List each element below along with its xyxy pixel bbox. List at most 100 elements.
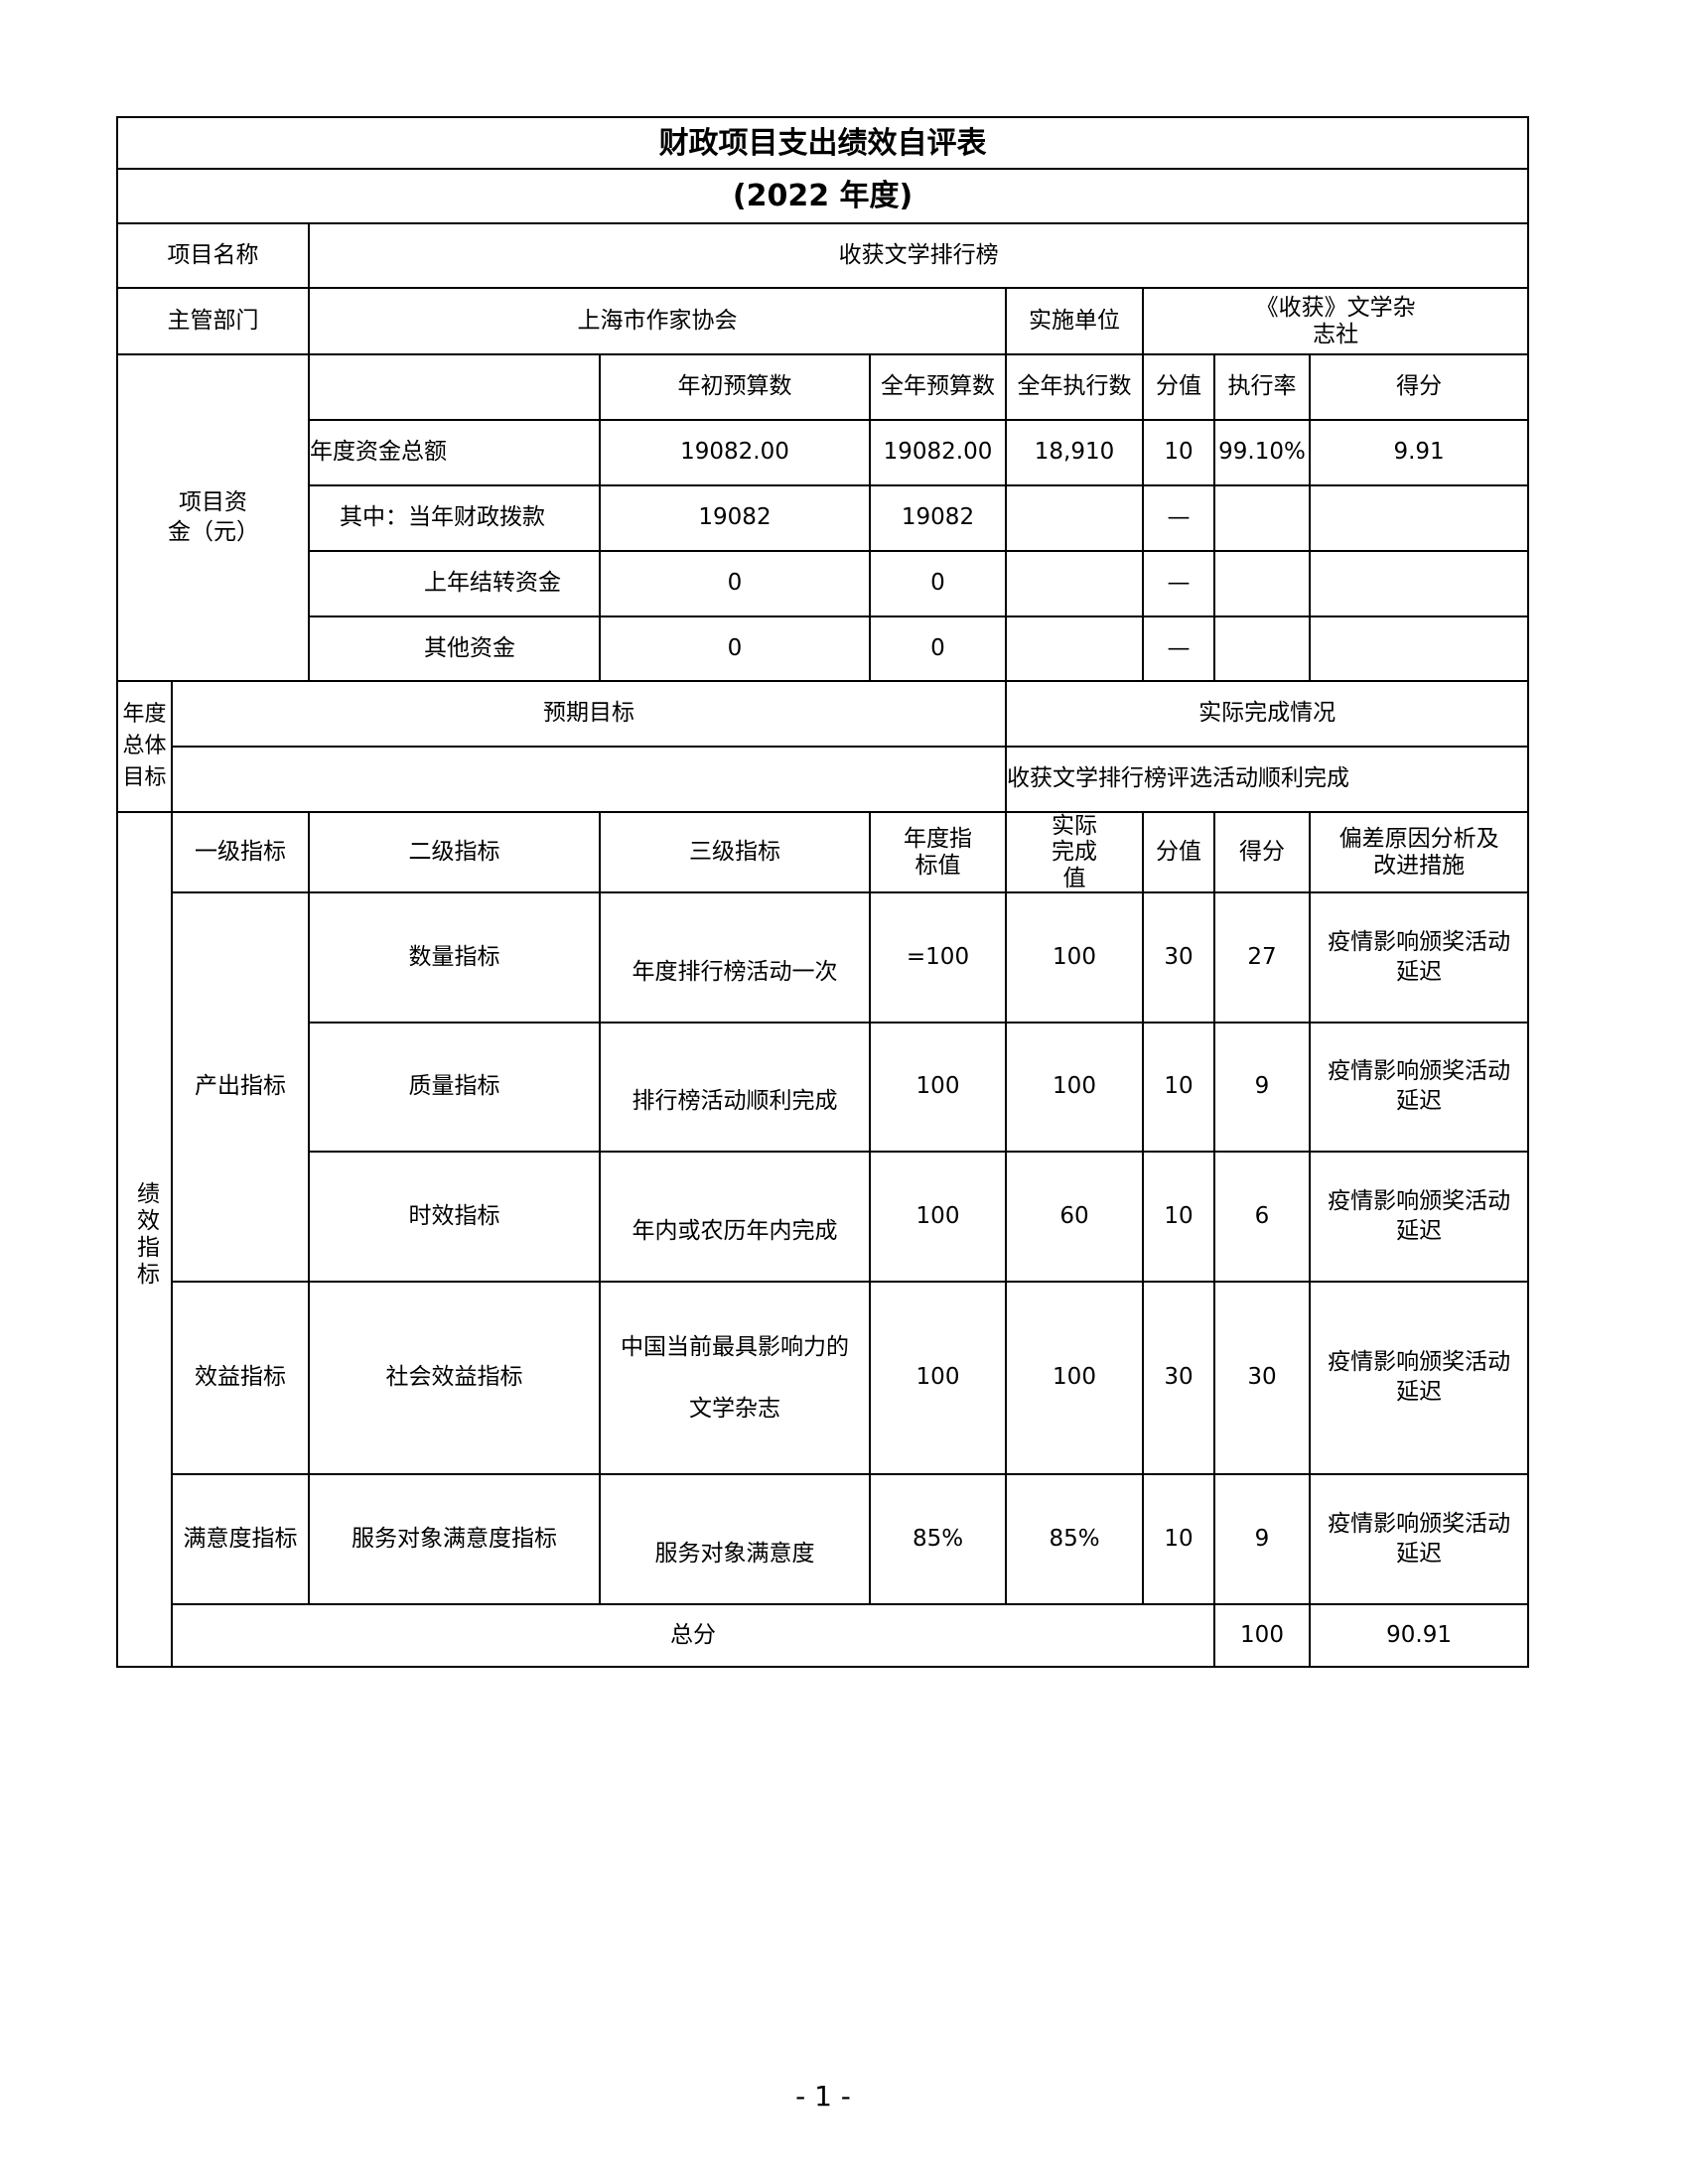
page-number: - 1 - xyxy=(795,2080,851,2113)
cell xyxy=(1005,484,1144,552)
perf-l2: 时效指标 xyxy=(308,1151,601,1284)
perf-weight: 10 xyxy=(1142,1473,1215,1606)
cell xyxy=(1308,615,1530,682)
perf-header: 三级指标 xyxy=(599,810,871,894)
perf-target: 85% xyxy=(869,1473,1007,1606)
dept-label: 主管部门 xyxy=(116,287,310,355)
cell xyxy=(1213,615,1311,682)
perf-score: 9 xyxy=(1213,1022,1311,1154)
perf-actual: 85% xyxy=(1005,1473,1144,1606)
table-year: (2022 年度) xyxy=(115,168,1530,224)
perf-header: 得分 xyxy=(1213,810,1311,894)
perf-l3: 排行榜活动顺利完成 xyxy=(599,1022,871,1154)
expected-goal xyxy=(171,746,1007,813)
perf-note: 疫情影响颁奖活动延迟 xyxy=(1308,891,1530,1024)
table-title: 财政项目支出绩效自评表 xyxy=(115,116,1530,170)
goal-label: 年度总体目标 xyxy=(116,680,173,813)
cell xyxy=(1005,615,1144,682)
perf-note: 疫情影响颁奖活动延迟 xyxy=(1308,1473,1530,1606)
perf-header: 实际完成值 xyxy=(1005,810,1144,894)
perf-label: 绩效指标 xyxy=(116,810,173,1669)
cell: 9.91 xyxy=(1308,419,1530,486)
perf-l3: 年内或农历年内完成 xyxy=(599,1151,871,1284)
perf-score: 6 xyxy=(1213,1151,1311,1284)
perf-row: 产出指标 数量指标 年度排行榜活动一次 =100 100 30 27 疫情影响颁… xyxy=(117,891,1530,1284)
cell xyxy=(1308,550,1530,617)
perf-row: 效益指标 社会效益指标 中国当前最具影响力的文学杂志 100 100 30 30… xyxy=(117,1281,1530,1476)
funds-header: 全年预算数 xyxy=(869,353,1007,421)
perf-actual: 60 xyxy=(1005,1151,1144,1284)
perf-score: 27 xyxy=(1213,891,1311,1024)
cell xyxy=(1213,550,1311,617)
cell: 0 xyxy=(869,615,1007,682)
unit-value: 《收获》文学杂志社 xyxy=(1141,287,1530,355)
total-score: 90.91 xyxy=(1308,1603,1530,1669)
perf-weight: 30 xyxy=(1142,1281,1215,1476)
expected-goal-label: 预期目标 xyxy=(171,680,1007,748)
perf-l1: 满意度指标 xyxy=(171,1473,310,1606)
perf-note: 疫情影响颁奖活动延迟 xyxy=(1308,1281,1530,1476)
total-label: 总分 xyxy=(171,1603,1215,1669)
perf-header: 年度指标值 xyxy=(869,810,1007,894)
perf-l1: 产出指标 xyxy=(171,891,310,1284)
perf-l2: 社会效益指标 xyxy=(308,1281,601,1476)
total-row: 总分 100 90.91 xyxy=(117,1603,1530,1669)
perf-note: 疫情影响颁奖活动延迟 xyxy=(1308,1022,1530,1154)
project-name: 收获文学排行榜 xyxy=(307,222,1530,289)
funds-row-label: 上年结转资金 xyxy=(308,550,601,617)
project-name-label: 项目名称 xyxy=(116,222,310,289)
perf-weight: 10 xyxy=(1142,1151,1215,1284)
perf-score: 30 xyxy=(1213,1281,1311,1476)
cell: 99.10% xyxy=(1213,419,1311,486)
perf-actual: 100 xyxy=(1005,891,1144,1024)
cell: 10 xyxy=(1142,419,1215,486)
perf-row: 满意度指标 服务对象满意度指标 服务对象满意度 85% 85% 10 9 疫情影… xyxy=(117,1473,1530,1606)
funds-header-blank xyxy=(308,353,601,421)
perf-l3: 年度排行榜活动一次 xyxy=(599,891,871,1024)
funds-row: 年度资金总额 19082.00 19082.00 18,910 10 99.10… xyxy=(117,419,1530,486)
perf-l3: 服务对象满意度 xyxy=(599,1473,871,1606)
perf-header: 二级指标 xyxy=(308,810,601,894)
perf-l2: 数量指标 xyxy=(308,891,601,1024)
funds-row-label: 年度资金总额 xyxy=(308,419,601,486)
cell: — xyxy=(1142,484,1215,552)
cell: 0 xyxy=(599,550,871,617)
cell: 0 xyxy=(869,550,1007,617)
cell: 0 xyxy=(599,615,871,682)
unit-label: 实施单位 xyxy=(1005,287,1144,355)
cell xyxy=(1308,484,1530,552)
cell: — xyxy=(1142,550,1215,617)
funds-header: 年初预算数 xyxy=(599,353,871,421)
cell xyxy=(1213,484,1311,552)
perf-l3: 中国当前最具影响力的文学杂志 xyxy=(599,1281,871,1476)
cell: 19082 xyxy=(869,484,1007,552)
self-evaluation-table: 财政项目支出绩效自评表 (2022 年度) 项目名称 收获文学排行榜 主管部门 … xyxy=(115,116,1530,1669)
cell: 19082.00 xyxy=(599,419,871,486)
actual-goal-label: 实际完成情况 xyxy=(1004,680,1530,748)
perf-target: 100 xyxy=(869,1022,1007,1154)
perf-target: 100 xyxy=(869,1281,1007,1476)
perf-weight: 30 xyxy=(1142,891,1215,1024)
perf-actual: 100 xyxy=(1005,1022,1144,1154)
funds-header: 分值 xyxy=(1142,353,1215,421)
perf-header: 一级指标 xyxy=(171,810,310,894)
cell: 19082.00 xyxy=(869,419,1007,486)
perf-score: 9 xyxy=(1213,1473,1311,1606)
perf-row: 时效指标 年内或农历年内完成 100 60 10 6 疫情影响颁奖活动延迟 xyxy=(117,1151,1530,1284)
funds-row: 上年结转资金 0 0 — xyxy=(117,550,1530,617)
funds-header: 全年执行数 xyxy=(1005,353,1144,421)
cell: — xyxy=(1142,615,1215,682)
funds-row-label: 其中：当年财政拨款 xyxy=(308,484,601,552)
funds-label: 项目资金（元） xyxy=(116,353,310,682)
cell: 19082 xyxy=(599,484,871,552)
perf-target: =100 xyxy=(869,891,1007,1024)
actual-goal: 收获文学排行榜评选活动顺利完成 xyxy=(1004,746,1530,813)
funds-header: 执行率 xyxy=(1213,353,1311,421)
perf-l2: 服务对象满意度指标 xyxy=(308,1473,601,1606)
cell: 18,910 xyxy=(1005,419,1144,486)
funds-row: 其中：当年财政拨款 19082 19082 — xyxy=(117,484,1530,552)
perf-weight: 10 xyxy=(1142,1022,1215,1154)
perf-note: 疫情影响颁奖活动延迟 xyxy=(1308,1151,1530,1284)
perf-label-text: 绩效指标 xyxy=(132,1181,159,1290)
perf-row: 质量指标 排行榜活动顺利完成 100 100 10 9 疫情影响颁奖活动延迟 xyxy=(117,1022,1530,1154)
